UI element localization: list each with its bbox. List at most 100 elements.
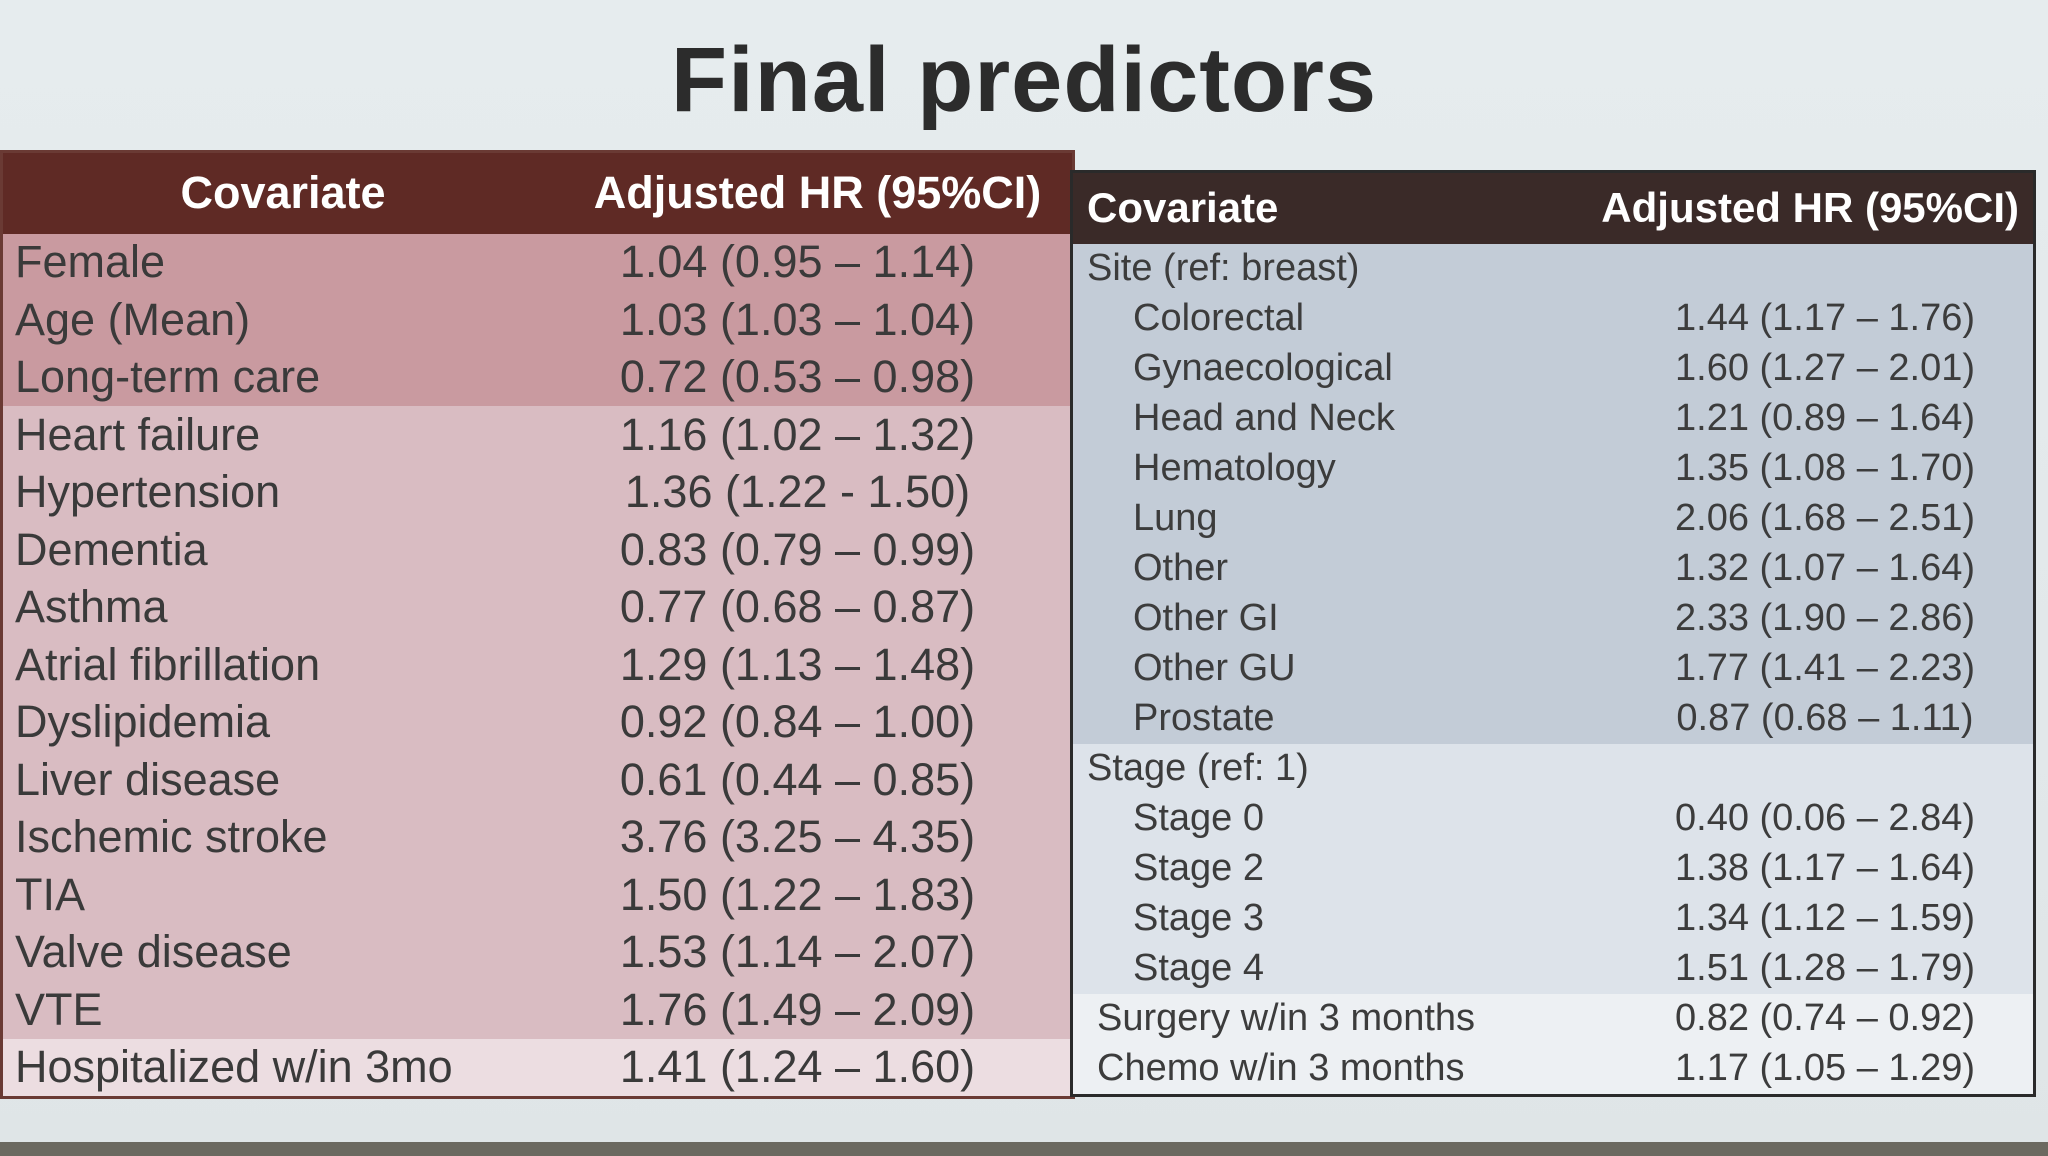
group-row-stage: Stage (ref: 1)	[1071, 743, 2035, 794]
hr-cell: 3.76 (3.25 – 4.35)	[619, 811, 976, 863]
covariate-cell: Head and Neck	[1133, 397, 1395, 439]
covariate-cell: Female	[15, 236, 166, 288]
screen-bottom-edge	[0, 1142, 2048, 1156]
hr-cell: 1.36 (1.22 - 1.50)	[624, 466, 971, 518]
hr-cell: 1.44 (1.17 – 1.76)	[1675, 297, 1975, 339]
hr-cell: 1.51 (1.28 – 1.79)	[1675, 947, 1975, 989]
hr-cell: 0.61 (0.44 – 0.85)	[619, 753, 976, 805]
table-row: Female 1.04 (0.95 – 1.14)	[1, 233, 1074, 291]
hr-cell: 1.21 (0.89 – 1.64)	[1675, 397, 1975, 439]
hr-cell: 1.34 (1.12 – 1.59)	[1675, 897, 1975, 939]
covariate-cell: Gynaecological	[1133, 347, 1393, 389]
covariate-cell: Lung	[1133, 497, 1218, 539]
covariate-cell: Long-term care	[15, 351, 321, 403]
hr-cell: 0.72 (0.53 – 0.98)	[619, 351, 976, 403]
covariate-cell: TIA	[15, 868, 86, 920]
covariate-cell: Stage 0	[1133, 797, 1264, 839]
left-table-header-row: Covariate Adjusted HR (95%CI)	[1, 151, 1074, 234]
hr-cell: 1.53 (1.14 – 2.07)	[619, 926, 976, 978]
hr-cell: 1.76 (1.49 – 2.09)	[619, 983, 976, 1035]
hr-cell: 2.06 (1.68 – 2.51)	[1675, 497, 1975, 539]
group-label-stage: Stage (ref: 1)	[1087, 747, 1309, 789]
table-row: Dementia 0.83 (0.79 – 0.99)	[1, 521, 1074, 579]
table-row: Asthma 0.77 (0.68 – 0.87)	[1, 578, 1074, 636]
right-predictors-table: Covariate Adjusted HR (95%CI) Site (ref:…	[1070, 170, 2036, 1097]
table-row: Liver disease 0.61 (0.44 – 0.85)	[1, 751, 1074, 809]
covariate-cell: Stage 4	[1133, 947, 1264, 989]
right-header-hr: Adjusted HR (95%CI)	[1601, 184, 2019, 232]
covariate-cell: Heart failure	[15, 408, 261, 460]
covariate-cell: Ischemic stroke	[15, 811, 328, 863]
left-header-covariate: Covariate	[180, 167, 386, 219]
table-row: Stage 2 1.38 (1.17 – 1.64)	[1071, 843, 2035, 894]
hr-cell: 1.32 (1.07 – 1.64)	[1675, 547, 1975, 589]
table-row: Hematology 1.35 (1.08 – 1.70)	[1071, 443, 2035, 494]
covariate-cell: Hospitalized w/in 3mo	[15, 1041, 453, 1093]
table-row: Colorectal 1.44 (1.17 – 1.76)	[1071, 293, 2035, 344]
table-row: Head and Neck 1.21 (0.89 – 1.64)	[1071, 393, 2035, 444]
hr-cell: 1.50 (1.22 – 1.83)	[619, 868, 976, 920]
hr-cell: 1.38 (1.17 – 1.64)	[1675, 847, 1975, 889]
group-label-site: Site (ref: breast)	[1087, 247, 1360, 289]
covariate-cell: Surgery w/in 3 months	[1097, 997, 1476, 1039]
table-row: Gynaecological 1.60 (1.27 – 2.01)	[1071, 343, 2035, 394]
table-row: VTE 1.76 (1.49 – 2.09)	[1, 981, 1074, 1039]
hr-cell: 1.77 (1.41 – 2.23)	[1675, 647, 1975, 689]
hr-cell: 1.03 (1.03 – 1.04)	[619, 293, 976, 345]
covariate-cell: Hematology	[1133, 447, 1336, 489]
table-row: Valve disease 1.53 (1.14 – 2.07)	[1, 923, 1074, 981]
slide-title: Final predictors	[670, 29, 1378, 131]
covariate-cell: Atrial fibrillation	[15, 638, 321, 690]
left-predictors-table: Covariate Adjusted HR (95%CI) Female 1.04…	[0, 150, 1075, 1099]
hr-cell: 1.04 (0.95 – 1.14)	[619, 236, 976, 288]
right-table-header-row: Covariate Adjusted HR (95%CI)	[1071, 171, 2035, 244]
table-row: Chemo w/in 3 months 1.17 (1.05 – 1.29)	[1071, 1043, 2035, 1095]
table-row: Other GU 1.77 (1.41 – 2.23)	[1071, 643, 2035, 694]
covariate-cell: Other GU	[1133, 647, 1296, 689]
table-row: Hospitalized w/in 3mo 1.41 (1.24 – 1.60)	[1, 1038, 1074, 1098]
hr-cell: 0.92 (0.84 – 1.00)	[619, 696, 976, 748]
hr-cell: 0.77 (0.68 – 0.87)	[619, 581, 976, 633]
hr-cell: 1.35 (1.08 – 1.70)	[1675, 447, 1975, 489]
table-row: Long-term care 0.72 (0.53 – 0.98)	[1, 348, 1074, 406]
covariate-cell: Liver disease	[15, 753, 281, 805]
table-row: Heart failure 1.16 (1.02 – 1.32)	[1, 406, 1074, 464]
covariate-cell: Chemo w/in 3 months	[1097, 1047, 1465, 1089]
table-row: Surgery w/in 3 months 0.82 (0.74 – 0.92)	[1071, 993, 2035, 1044]
table-row: Ischemic stroke 3.76 (3.25 – 4.35)	[1, 808, 1074, 866]
covariate-cell: VTE	[15, 983, 103, 1035]
group-row-site: Site (ref: breast)	[1071, 243, 2035, 294]
covariate-cell: Age (Mean)	[15, 293, 251, 345]
covariate-cell: Other GI	[1133, 597, 1279, 639]
hr-cell: 1.29 (1.13 – 1.48)	[619, 638, 976, 690]
right-header-covariate: Covariate	[1087, 184, 1279, 232]
hr-cell: 1.60 (1.27 – 2.01)	[1675, 347, 1975, 389]
table-row: TIA 1.50 (1.22 – 1.83)	[1, 866, 1074, 924]
covariate-cell: Dyslipidemia	[15, 696, 271, 748]
covariate-cell: Other	[1133, 547, 1229, 589]
hr-cell: 1.16 (1.02 – 1.32)	[619, 408, 976, 460]
table-row: Dyslipidemia 0.92 (0.84 – 1.00)	[1, 693, 1074, 751]
covariate-cell: Dementia	[15, 523, 208, 575]
hr-cell: 0.83 (0.79 – 0.99)	[619, 523, 976, 575]
table-row: Stage 3 1.34 (1.12 – 1.59)	[1071, 893, 2035, 944]
hr-cell: 0.40 (0.06 – 2.84)	[1675, 797, 1975, 839]
covariate-cell: Valve disease	[15, 926, 292, 978]
covariate-cell: Prostate	[1133, 697, 1275, 739]
hr-cell: 0.82 (0.74 – 0.92)	[1675, 997, 1975, 1039]
hr-cell: 1.41 (1.24 – 1.60)	[619, 1041, 976, 1093]
hr-cell: 0.87 (0.68 – 1.11)	[1676, 697, 1974, 739]
table-row: Stage 0 0.40 (0.06 – 2.84)	[1071, 793, 2035, 844]
table-row: Hypertension 1.36 (1.22 - 1.50)	[1, 463, 1074, 521]
table-row: Prostate 0.87 (0.68 – 1.11)	[1071, 693, 2035, 744]
table-row: Age (Mean) 1.03 (1.03 – 1.04)	[1, 291, 1074, 349]
table-row: Other GI 2.33 (1.90 – 2.86)	[1071, 593, 2035, 644]
covariate-cell: Hypertension	[15, 466, 281, 518]
hr-cell: 1.17 (1.05 – 1.29)	[1675, 1047, 1975, 1089]
covariate-cell: Colorectal	[1133, 297, 1305, 339]
table-row: Atrial fibrillation 1.29 (1.13 – 1.48)	[1, 636, 1074, 694]
covariate-cell: Asthma	[15, 581, 168, 633]
table-row: Lung 2.06 (1.68 – 2.51)	[1071, 493, 2035, 544]
hr-cell: 2.33 (1.90 – 2.86)	[1675, 597, 1975, 639]
table-row: Other 1.32 (1.07 – 1.64)	[1071, 543, 2035, 594]
